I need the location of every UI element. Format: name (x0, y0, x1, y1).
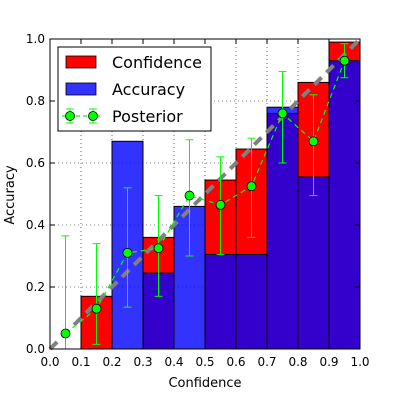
ticks: 0.0 0.1 0.2 0.3 0.4 0.5 0.6 0.7 0.8 0.9 1.0 0.0 0.2 0… (26, 32, 370, 369)
reference-line-group (48, 37, 362, 351)
x-tick-label-0: 0.0 (40, 355, 59, 369)
posterior-line (65, 60, 346, 334)
posterior-point-3 (153, 243, 164, 254)
y-tick-label-1: 0.2 (26, 280, 45, 294)
y-tick-label-5: 1.0 (26, 32, 45, 46)
posterior-point-5 (215, 199, 226, 210)
posterior-point-4 (184, 190, 195, 201)
legend-label-accuracy: Accuracy (112, 80, 185, 99)
legend: Confidence Accuracy Posterior (57, 46, 212, 132)
accuracy-bar-9 (328, 60, 361, 350)
x-tick-label-7: 0.7 (257, 355, 276, 369)
x-tick-label-1: 0.1 (71, 355, 90, 369)
x-tick-label-2: 0.2 (102, 355, 121, 369)
x-tick-label-3: 0.3 (133, 355, 152, 369)
y-axis-label: Accuracy (3, 165, 18, 225)
posterior-point-7 (277, 108, 288, 119)
x-tick-label-10: 1.0 (350, 355, 369, 369)
posterior-point-0 (60, 328, 71, 339)
x-tick-label-5: 0.5 (195, 355, 214, 369)
x-tick-label-8: 0.8 (288, 355, 307, 369)
accuracy-bar-6 (235, 253, 268, 350)
y-tick-label-3: 0.6 (26, 156, 45, 170)
posterior-point-6 (246, 181, 257, 192)
y-tick-label-4: 0.8 (26, 94, 45, 108)
legend-swatch-confidence (65, 55, 97, 69)
x-tick-label-4: 0.4 (164, 355, 183, 369)
posterior-point-8 (308, 136, 319, 147)
posterior-point-1 (91, 303, 102, 314)
legend-label-posterior: Posterior (112, 107, 183, 126)
legend-marker-posterior-2 (88, 111, 98, 121)
x-axis-label: Confidence (168, 376, 241, 391)
reference-line (48, 37, 362, 351)
x-tick-label-6: 0.6 (226, 355, 245, 369)
y-tick-label-2: 0.4 (26, 218, 45, 232)
legend-marker-posterior-1 (65, 111, 75, 121)
accuracy-bar-5 (204, 253, 237, 350)
legend-swatch-accuracy (65, 82, 97, 96)
y-tick-label-0: 0.0 (26, 342, 45, 356)
legend-label-confidence: Confidence (112, 53, 202, 72)
posterior-point-9 (339, 55, 350, 66)
accuracy-bar-8 (297, 176, 330, 350)
posterior-point-2 (122, 247, 133, 258)
x-tick-label-9: 0.9 (319, 355, 338, 369)
